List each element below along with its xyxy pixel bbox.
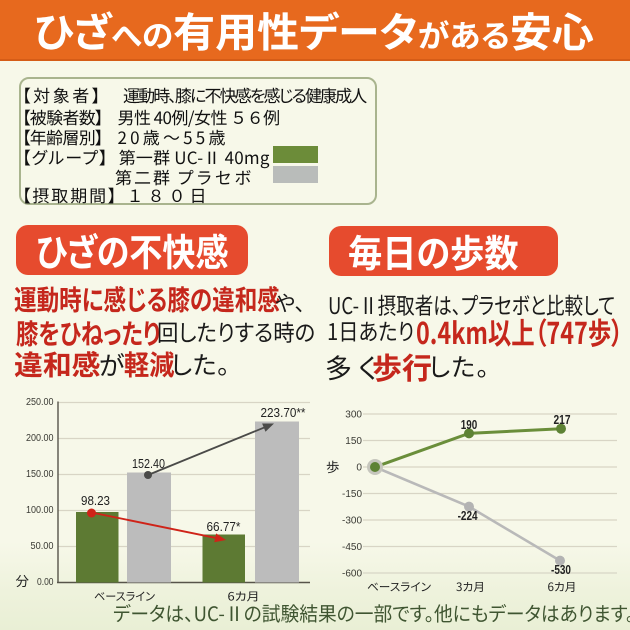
svg-text:200.00: 200.00 bbox=[26, 433, 54, 444]
svg-text:-150: -150 bbox=[342, 489, 362, 500]
svg-text:ベースライン: ベースライン bbox=[94, 589, 155, 605]
svg-text:152.40: 152.40 bbox=[132, 456, 165, 471]
svg-text:6カ月: 6カ月 bbox=[548, 579, 577, 595]
svg-text:-300: -300 bbox=[342, 516, 362, 527]
svg-text:-450: -450 bbox=[342, 542, 362, 553]
svg-text:250.00: 250.00 bbox=[26, 397, 54, 408]
svg-text:223.70**: 223.70** bbox=[261, 405, 306, 420]
svg-text:分: 分 bbox=[16, 570, 30, 590]
svg-text:0.00: 0.00 bbox=[37, 577, 54, 588]
svg-text:-530: -530 bbox=[551, 563, 571, 577]
svg-text:217: 217 bbox=[554, 413, 571, 427]
svg-text:150.00: 150.00 bbox=[26, 469, 54, 480]
svg-text:歩: 歩 bbox=[326, 456, 340, 476]
svg-text:ベースライン: ベースライン bbox=[367, 579, 431, 595]
svg-text:3カ月: 3カ月 bbox=[456, 579, 485, 595]
svg-text:0: 0 bbox=[356, 463, 362, 474]
svg-text:-224: -224 bbox=[458, 509, 478, 523]
svg-text:190: 190 bbox=[461, 418, 478, 432]
svg-text:98.23: 98.23 bbox=[81, 493, 110, 508]
svg-text:100.00: 100.00 bbox=[26, 505, 54, 516]
svg-text:300: 300 bbox=[345, 410, 362, 421]
svg-text:-600: -600 bbox=[342, 569, 362, 580]
svg-text:50.00: 50.00 bbox=[31, 541, 54, 552]
svg-text:150: 150 bbox=[345, 436, 362, 447]
svg-text:66.77*: 66.77* bbox=[207, 519, 241, 534]
svg-text:6カ月: 6カ月 bbox=[228, 589, 260, 605]
